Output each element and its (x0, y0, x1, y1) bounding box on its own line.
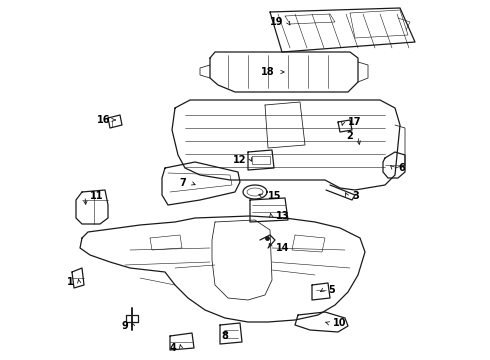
Text: 12: 12 (232, 155, 246, 165)
Text: 9: 9 (121, 321, 128, 331)
Text: 7: 7 (179, 178, 186, 188)
Text: 18: 18 (261, 67, 275, 77)
Text: 17: 17 (348, 117, 362, 127)
Text: 14: 14 (276, 243, 290, 253)
Text: 11: 11 (90, 191, 103, 201)
Text: 10: 10 (333, 318, 346, 328)
Text: 1: 1 (67, 277, 74, 287)
Text: 5: 5 (328, 285, 335, 295)
Text: 16: 16 (97, 115, 110, 125)
Text: 19: 19 (270, 17, 283, 27)
Text: 3: 3 (352, 191, 359, 201)
Text: 2: 2 (346, 131, 353, 141)
Text: 15: 15 (268, 191, 281, 201)
Text: 13: 13 (276, 211, 290, 221)
Text: 6: 6 (398, 163, 405, 173)
Text: 8: 8 (221, 331, 228, 341)
Text: 4: 4 (169, 343, 176, 353)
